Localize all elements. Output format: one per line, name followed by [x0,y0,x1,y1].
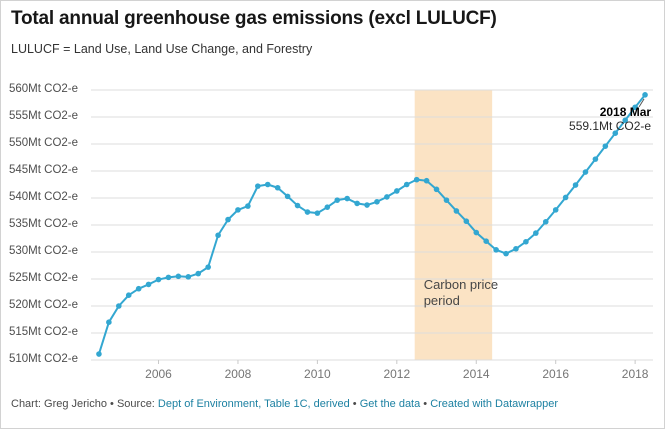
data-point [473,229,480,236]
data-point [483,238,489,244]
data-point [106,319,112,326]
data-point [394,188,400,194]
footer-text: Source: [116,398,158,410]
data-point [403,181,410,188]
band-label: Carbon price period [423,277,499,309]
data-point [165,274,172,281]
data-point [215,232,221,239]
emissions-line [97,93,647,356]
data-point [453,208,460,214]
x-tick-label: 2006 [145,367,172,381]
footer-text: Chart: Greg Jericho [11,398,107,410]
data-point [582,169,589,175]
data-point [116,303,122,309]
data-point [205,264,211,270]
data-point [523,238,529,245]
y-tick-label: 560Mt CO2-e [9,83,79,95]
data-point [255,183,261,189]
data-point [344,195,350,202]
footer-text: • [349,398,360,410]
data-point [274,184,281,191]
data-point [225,216,231,223]
footer-text: • [106,398,117,410]
data-point [463,218,470,225]
data-point [423,177,430,184]
x-tick-label: 2010 [304,367,331,381]
x-tick-label: 2014 [462,367,490,381]
data-point [572,182,579,188]
data-point [433,186,440,193]
data-point [562,194,569,201]
data-point [552,207,559,213]
data-point [294,202,301,209]
data-point [135,285,142,292]
y-tick-label: 545Mt CO2-e [9,164,79,176]
annotation-value: 559.1Mt CO2-e [569,119,652,134]
point-annotation: 2018 Mar 559.1Mt CO2-e [569,105,651,133]
data-point [175,273,182,280]
data-point [513,245,519,252]
x-tick-label: 2016 [542,367,570,381]
data-point [384,194,390,200]
data-point [413,176,420,183]
data-point [364,202,370,208]
y-tick-label: 535Mt CO2-e [9,218,79,230]
x-tick-label: 2018 [621,367,649,381]
y-tick-label: 510Mt CO2-e [9,353,79,365]
y-tick-label: 515Mt CO2-e [9,326,79,338]
data-point [334,197,341,203]
footer-link[interactable]: Dept of Environment, Table 1C, derived [157,398,350,410]
data-point [493,247,499,253]
y-tick-label: 550Mt CO2-e [9,137,79,149]
y-tick-label: 520Mt CO2-e [9,299,79,311]
y-tick-label: 555Mt CO2-e [9,110,79,122]
footer-link[interactable]: Created with Datawrapper [430,398,558,410]
data-point [264,181,271,188]
data-point [324,204,331,210]
y-tick-label: 525Mt CO2-e [9,272,79,284]
data-point [284,193,291,200]
data-point [354,200,360,207]
data-point [602,143,609,149]
x-tick-label: 2008 [224,367,252,381]
carbon-price-band [414,90,493,360]
chart-footer: Chart: Greg Jericho • Source: Dept of En… [11,398,558,410]
y-tick-label: 540Mt CO2-e [9,191,79,203]
data-point [374,198,380,205]
data-point [145,281,152,288]
data-point [592,156,599,162]
data-point [235,207,241,213]
chart-title: Total annual greenhouse gas emissions (e… [11,8,497,29]
data-point [245,203,251,209]
annotation-date: 2018 Mar [599,104,652,119]
data-point [533,230,539,236]
data-point [642,92,648,98]
data-point [125,292,132,299]
x-tick-label: 2012 [383,367,411,381]
data-point [304,209,311,215]
data-point [503,250,509,257]
data-point [185,274,192,280]
footer-link[interactable]: Get the data [359,398,421,410]
footer-text: • [420,398,431,410]
chart-subtitle: LULUCF = Land Use, Land Use Change, and … [11,42,313,56]
y-tick-label: 530Mt CO2-e [9,245,79,257]
data-point [443,197,450,203]
data-point [314,210,321,216]
data-point [155,276,162,283]
data-point [542,218,549,225]
data-point [195,270,202,277]
data-point [96,351,102,357]
